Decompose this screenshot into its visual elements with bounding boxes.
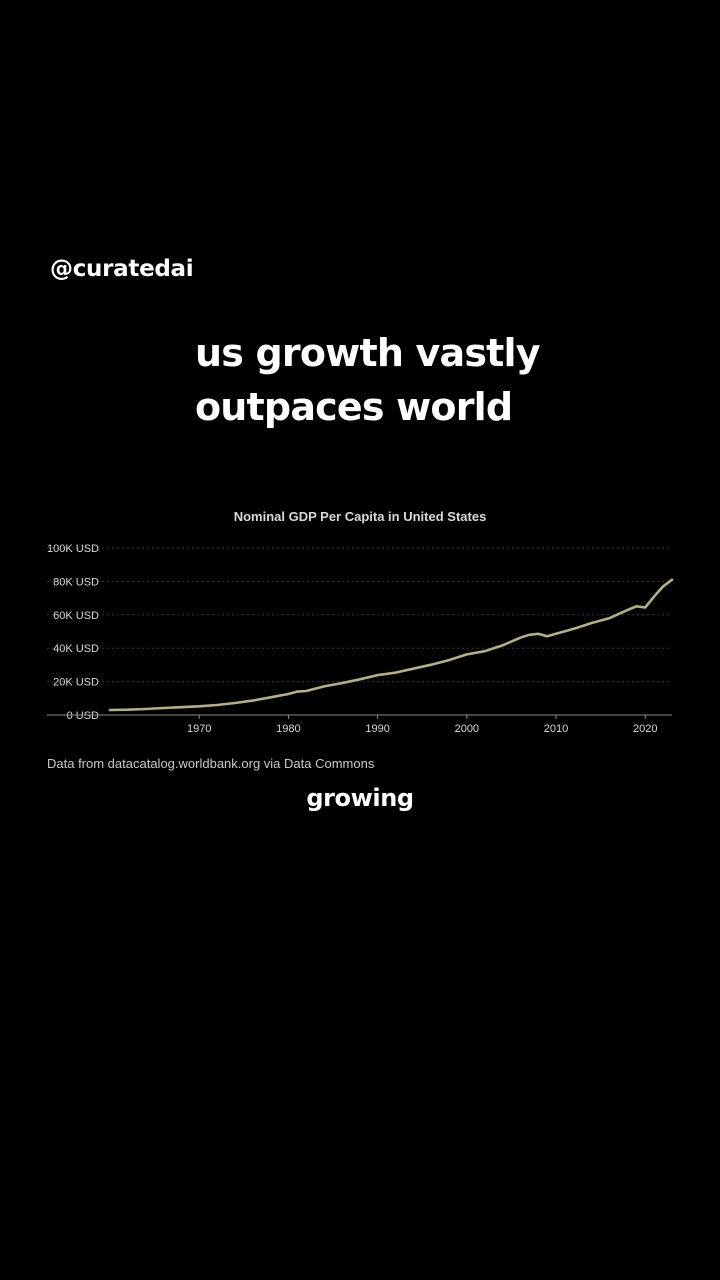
x-tick-label: 2000 bbox=[455, 723, 479, 735]
x-tick-label: 2020 bbox=[633, 723, 657, 735]
y-tick-label: 20K USD bbox=[53, 677, 99, 689]
y-tick-label: 40K USD bbox=[53, 643, 99, 655]
x-tick-label: 2010 bbox=[544, 723, 568, 735]
series-layer bbox=[108, 578, 674, 712]
gdp-chart: Nominal GDP Per Capita in United States … bbox=[0, 500, 720, 740]
x-tick-label: 1980 bbox=[276, 723, 300, 735]
headline-line-2: outpaces world bbox=[195, 385, 513, 429]
caption: growing bbox=[306, 784, 414, 812]
headline: us growth vastly outpaces world bbox=[195, 326, 655, 434]
y-tick-label: 100K USD bbox=[47, 543, 99, 555]
chart-title: Nominal GDP Per Capita in United States bbox=[234, 509, 487, 524]
chart-svg: Nominal GDP Per Capita in United States … bbox=[47, 509, 674, 735]
y-tick-label: 0 USD bbox=[67, 710, 99, 722]
y-tick-label: 80K USD bbox=[53, 576, 99, 588]
x-tick-label: 1990 bbox=[365, 723, 389, 735]
source-note: Data from datacatalog.worldbank.org via … bbox=[47, 756, 375, 771]
headline-line-1: us growth vastly bbox=[195, 331, 541, 375]
account-handle: @curatedai bbox=[50, 256, 194, 282]
x-tick-label: 1970 bbox=[187, 723, 211, 735]
y-tick-label: 60K USD bbox=[53, 610, 99, 622]
axes: 0 USD 20K USD 40K USD 60K USD 80K USD 100K US… bbox=[47, 543, 672, 735]
series-line bbox=[108, 578, 674, 712]
grid-lines bbox=[47, 547, 672, 683]
